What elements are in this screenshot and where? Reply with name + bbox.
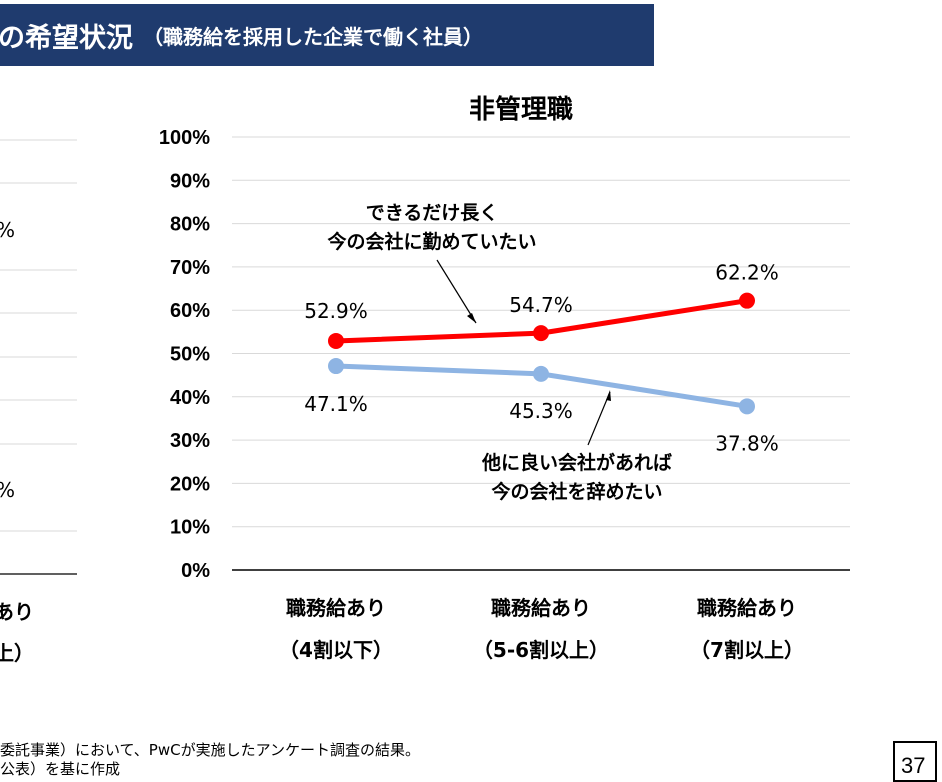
page-subtitle: （職務給を採用した企業で働く社員）: [143, 24, 483, 49]
data-point: [739, 398, 755, 415]
data-point: [328, 358, 344, 375]
x-tick-label: 職務給あり: [491, 596, 591, 620]
y-axis-ticks: 0% 10% 20% 30% 40% 50% 60% 70% 80% 90% 100%: [159, 127, 210, 582]
y-tick-label: 90%: [170, 170, 210, 192]
gridlines: [232, 136, 850, 528]
page-number: 37: [893, 741, 937, 782]
data-point: [533, 365, 549, 382]
y-tick-label: 0%: [181, 560, 210, 582]
y-tick-label: 30%: [170, 430, 210, 452]
left-chart-partial: % % あり 上）: [0, 139, 77, 665]
y-tick-label: 50%: [170, 344, 210, 366]
data-label: 52.9%: [304, 299, 368, 323]
annotation-arrow: [436, 259, 477, 324]
title-banner: の希望状況 （職務給を採用した企業で働く社員）: [0, 4, 654, 66]
chart-title: 非管理職: [469, 95, 573, 125]
footer-line: 委託事業）において、PwCが実施したアンケート調査の結果。: [0, 741, 420, 759]
x-tick-label: （7割以上）: [690, 638, 804, 662]
annotation-text: 他に良い会社があれば: [481, 451, 672, 474]
footer-line: 公表）を基に作成: [0, 760, 121, 778]
annotation-blue-series: 他に良い会社があれば 今の会社を辞めたい: [481, 390, 672, 503]
left-partial-xlabel: あり: [0, 600, 34, 624]
data-point: [739, 292, 755, 309]
x-tick-label: 職務給あり: [697, 596, 797, 620]
left-partial-pct-label: %: [0, 478, 15, 502]
y-tick-label: 100%: [159, 127, 210, 149]
annotation-red-series: できるだけ長く 今の会社に勤めていたい: [326, 202, 537, 324]
x-axis-ticks: 職務給あり （4割以下） 職務給あり （5-6割以上） 職務給あり （7割以上）: [279, 596, 804, 662]
annotation-text: 今の会社を辞めたい: [490, 480, 662, 503]
y-tick-label: 20%: [170, 473, 210, 495]
data-point: [533, 325, 549, 342]
page-title: の希望状況: [0, 22, 133, 54]
y-tick-label: 80%: [170, 214, 210, 236]
left-partial-xlabel: 上）: [0, 641, 34, 665]
data-label: 47.1%: [304, 392, 368, 416]
data-labels: 52.9% 54.7% 62.2% 47.1% 45.3% 37.8%: [304, 261, 779, 456]
data-label: 54.7%: [509, 293, 573, 317]
annotation-text: できるだけ長く: [366, 202, 499, 224]
y-tick-label: 10%: [170, 517, 210, 539]
data-label: 37.8%: [715, 431, 779, 455]
annotation-arrow: [587, 391, 611, 446]
x-tick-label: 職務給あり: [286, 596, 386, 620]
data-label: 45.3%: [509, 399, 573, 423]
data-point: [328, 332, 344, 349]
annotation-arrowhead: [606, 390, 611, 401]
y-tick-label: 70%: [170, 257, 210, 279]
x-tick-label: （4割以下）: [279, 638, 393, 662]
x-tick-label: （5-6割以上）: [473, 638, 609, 662]
data-label: 62.2%: [715, 261, 779, 285]
footer-note: 委託事業）において、PwCが実施したアンケート調査の結果。 公表）を基に作成: [0, 741, 420, 779]
left-partial-pct-label: %: [0, 218, 15, 242]
y-tick-label: 40%: [170, 387, 210, 409]
annotation-text: 今の会社に勤めていたい: [326, 230, 536, 253]
annotation-arrowhead: [467, 313, 476, 323]
series-lines: [328, 292, 755, 415]
y-tick-label: 60%: [170, 300, 210, 322]
